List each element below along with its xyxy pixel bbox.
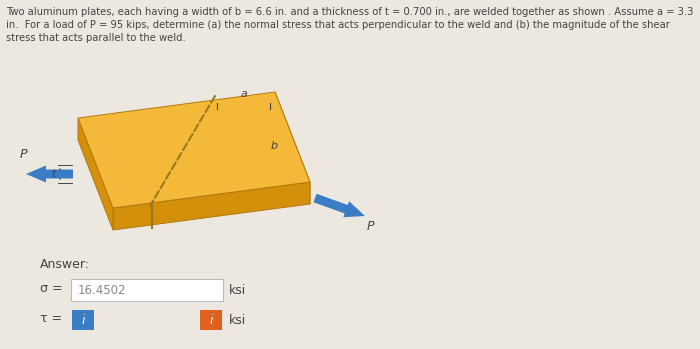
- Text: P: P: [20, 148, 27, 161]
- Polygon shape: [113, 182, 310, 230]
- Text: Two aluminum plates, each having a width of b = 6.6 in. and a thickness of t = 0: Two aluminum plates, each having a width…: [6, 7, 694, 43]
- Text: 16.4502: 16.4502: [78, 283, 127, 297]
- Text: b: b: [270, 141, 278, 151]
- Text: i: i: [81, 313, 85, 327]
- Text: τ =: τ =: [40, 312, 62, 326]
- FancyBboxPatch shape: [72, 310, 94, 330]
- Text: σ =: σ =: [40, 282, 62, 296]
- Polygon shape: [78, 92, 310, 208]
- Text: ksi: ksi: [229, 283, 246, 297]
- Text: ksi: ksi: [229, 313, 246, 327]
- Text: i: i: [209, 313, 213, 327]
- Text: a: a: [240, 89, 247, 99]
- Text: t: t: [52, 169, 56, 179]
- Polygon shape: [314, 194, 365, 217]
- FancyBboxPatch shape: [200, 310, 222, 330]
- Polygon shape: [26, 165, 73, 183]
- Polygon shape: [78, 118, 113, 230]
- Text: Answer:: Answer:: [40, 258, 90, 271]
- Text: P: P: [367, 220, 374, 233]
- Polygon shape: [275, 92, 310, 204]
- FancyBboxPatch shape: [71, 279, 223, 301]
